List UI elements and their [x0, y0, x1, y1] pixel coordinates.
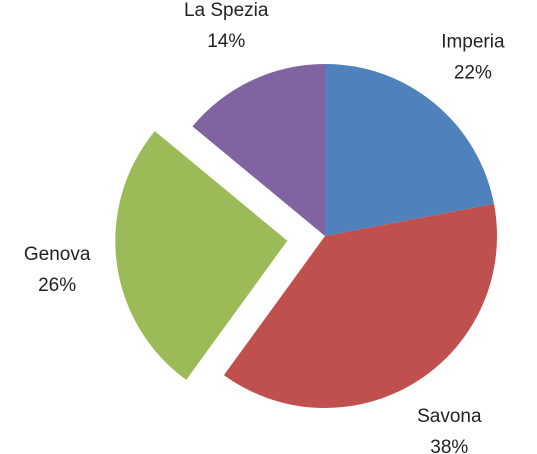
slice-label: Savona [417, 406, 482, 427]
pie-slice [223, 203, 497, 408]
pie-slice [325, 64, 494, 236]
slice-value-label: 26% [38, 275, 76, 296]
slice-value-label: 14% [207, 31, 245, 52]
pie-slice [115, 131, 288, 380]
slice-value-label: 22% [454, 62, 492, 83]
slice-label: Genova [24, 244, 91, 265]
slice-label: La Spezia [184, 0, 269, 21]
slice-value-label: 38% [430, 437, 468, 454]
pie-slice [192, 64, 325, 236]
slice-label: Imperia [441, 31, 505, 52]
